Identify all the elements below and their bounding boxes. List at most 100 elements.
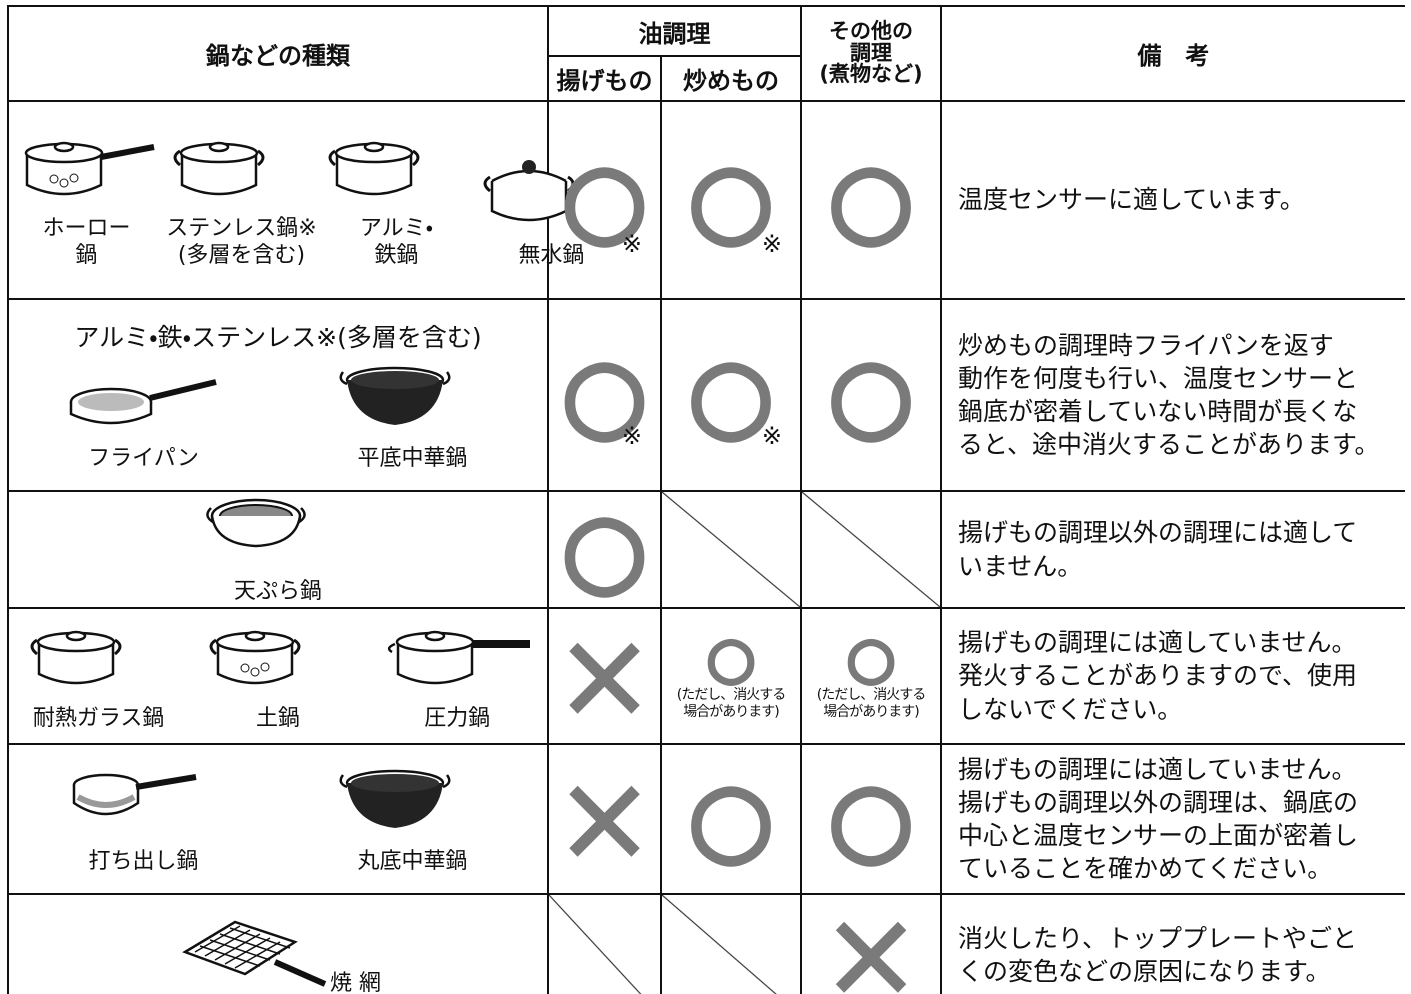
mark-cell	[660, 893, 802, 994]
cookware-items: ホーロー鍋ステンレス鍋※ (多層を含む) アルミ・ 鉄鍋 無水鍋	[9, 131, 585, 269]
remarks-line: 消火したり、トッププレートやごと	[958, 923, 1358, 953]
suitability-mark: ○	[559, 492, 650, 607]
cookware-items: 耐熱ガラス鍋 土鍋 圧力鍋	[9, 620, 547, 732]
drawing-part	[25, 154, 103, 196]
suitability-mark: ○	[826, 338, 917, 452]
drawing-part	[30, 638, 122, 656]
drawing-part	[180, 154, 258, 196]
cookware-drawing	[387, 630, 530, 685]
cookware-drawing	[173, 141, 265, 196]
remarks-line: 中心と温度センサーの上面が密着し	[958, 821, 1359, 850]
cookware-item: 耐熱ガラス鍋	[21, 620, 176, 732]
cookware-label: アルミ・ 鉄鍋	[360, 216, 433, 269]
cookware-drawing	[339, 769, 451, 829]
drawing-part	[78, 393, 144, 412]
mark-note: (ただし、消火する 場合があります)	[662, 687, 800, 722]
mark-note-line: ※	[621, 422, 642, 450]
cookware-item: 丸底中華鍋	[335, 763, 490, 875]
cookware-icon	[200, 620, 355, 705]
mark-note-line: ※	[761, 230, 782, 258]
remarks-line: 揚げもの調理以外の調理には適して	[958, 518, 1358, 548]
cookware-icon	[66, 360, 221, 445]
suitability-mark: ○	[686, 338, 777, 452]
cookware-drawing	[69, 379, 217, 425]
mark-cell: ○	[800, 298, 942, 492]
remarks-line: ると、途中消火することがあります。	[958, 430, 1380, 460]
suitability-mark: ○	[686, 143, 777, 257]
suitability-mark: ○	[705, 625, 758, 691]
mark-cell	[660, 490, 802, 609]
remarks-line: 揚げもの調理以外の調理は、鍋底の	[958, 787, 1359, 817]
cookware-label-line: 鉄鍋	[374, 242, 419, 268]
cookware-heading: アルミ・鉄・ステンレス※(多層を含む)	[74, 323, 482, 353]
cookware-label-line: 鍋	[75, 242, 98, 268]
cookware-label: 焼 網	[330, 971, 381, 994]
remarks-line: 揚げもの調理には適していません。	[958, 628, 1357, 658]
drawing-part	[149, 379, 217, 402]
header-cell: 炒めもの	[660, 55, 802, 102]
header-cell: 鍋などの種類	[7, 5, 549, 102]
cookware-label-line: 耐熱ガラス鍋	[32, 705, 165, 731]
remarks-cell: 揚げもの調理には適していません。 発火することがありますので、使用 しないでください…	[940, 607, 1405, 745]
cookware-icon	[164, 131, 319, 216]
cookware-item: 圧力鍋	[380, 620, 535, 732]
cookware-label: 耐熱ガラス鍋	[33, 706, 165, 732]
cookware-drawing	[205, 498, 306, 547]
drawing-part	[53, 141, 75, 153]
remarks-cell: 温度センサーに適しています。	[940, 100, 1405, 300]
remarks-line: 温度センサーに適しています。	[958, 185, 1305, 215]
header-line: (煮物など)	[819, 62, 923, 87]
drawing-part	[351, 371, 439, 390]
cookware-items: フライパン 平底中華鍋	[9, 360, 547, 472]
mark-cell: ○	[800, 743, 942, 895]
cookware-group: 耐熱ガラス鍋 土鍋 圧力鍋	[9, 620, 547, 732]
cookware-group: 打ち出し鍋 丸底中華鍋	[9, 763, 547, 875]
cookware-label-line: ステンレス鍋※	[166, 216, 317, 242]
drawing-part	[328, 149, 420, 167]
cookware-label: 丸底中華鍋	[357, 849, 467, 875]
drawing-part	[173, 149, 265, 167]
cookware-item: アルミ・ 鉄鍋	[319, 131, 474, 269]
cookware-table: 鍋などの種類 油調理 その他の 調理 (煮物など) 備 考 揚げもの 炒めもの …	[7, 5, 1405, 994]
cookware-item: ホーロー鍋	[9, 131, 164, 269]
mark-note: ※	[762, 422, 782, 450]
cookware-icon	[66, 763, 221, 848]
header-cell: 油調理	[547, 5, 802, 57]
mark-cell: ○ ※	[660, 100, 802, 300]
suitability-mark: ○	[845, 625, 898, 691]
mark-cell: ○ ※	[660, 298, 802, 492]
cookware-cell: 焼 網	[7, 893, 549, 994]
cookware-item: フライパン	[66, 360, 221, 472]
cookware-label: 土鍋	[256, 706, 300, 732]
cookware-label-line: 丸底中華鍋	[357, 848, 468, 874]
drawing-part: 鍋などの種類 油調理 その他の 調理 (煮物など) 備 考 揚げもの 炒めもの	[7, 5, 1405, 102]
suitability-mark: ×	[553, 749, 656, 888]
header-cell: 備 考	[940, 5, 1405, 102]
suitability-mark: ○	[826, 762, 917, 876]
header-cell: 揚げもの	[547, 55, 662, 102]
cookware-label-line: フライパン	[88, 445, 199, 471]
remarks-cell: 揚げもの調理には適していません。 揚げもの調理以外の調理は、鍋底の 中心と温度センサ…	[940, 743, 1405, 895]
cookware-drawing	[328, 141, 420, 196]
cookware-drawing	[339, 366, 451, 426]
cookware-drawing	[210, 630, 301, 685]
drawing-part	[210, 638, 301, 656]
body-row: ホーロー鍋ステンレス鍋※ (多層を含む) アルミ・ 鉄鍋 無水鍋 ○ ※ ○ ※ ○ 温度センサーに…	[7, 100, 1405, 300]
cookware-items: 打ち出し鍋 丸底中華鍋	[9, 763, 547, 875]
mark-note-line: ※	[761, 422, 782, 450]
drawing-part	[210, 515, 301, 547]
cookware-item: 天ぷら鍋	[201, 494, 356, 606]
cookware-drawing	[182, 920, 327, 988]
cookware-cell: ホーロー鍋ステンレス鍋※ (多層を含む) アルミ・ 鉄鍋 無水鍋	[7, 100, 585, 300]
mark-cell: ○ (ただし、消火する 場合があります)	[800, 607, 942, 745]
cookware-drawing	[24, 141, 155, 196]
cookware-label: 天ぷら鍋	[234, 579, 322, 605]
cookware-icon	[21, 620, 176, 705]
cookware-cell: 耐熱ガラス鍋 土鍋 圧力鍋	[7, 607, 549, 745]
drawing-part	[347, 380, 443, 426]
suitability-mark: ○	[826, 143, 917, 257]
table-wrap: 鍋などの種類 油調理 その他の 調理 (煮物など) 備 考 揚げもの 炒めもの …	[7, 5, 1405, 994]
drawing-part	[76, 794, 136, 809]
mark-cell: ×	[547, 607, 662, 745]
drawing-part	[72, 785, 140, 816]
